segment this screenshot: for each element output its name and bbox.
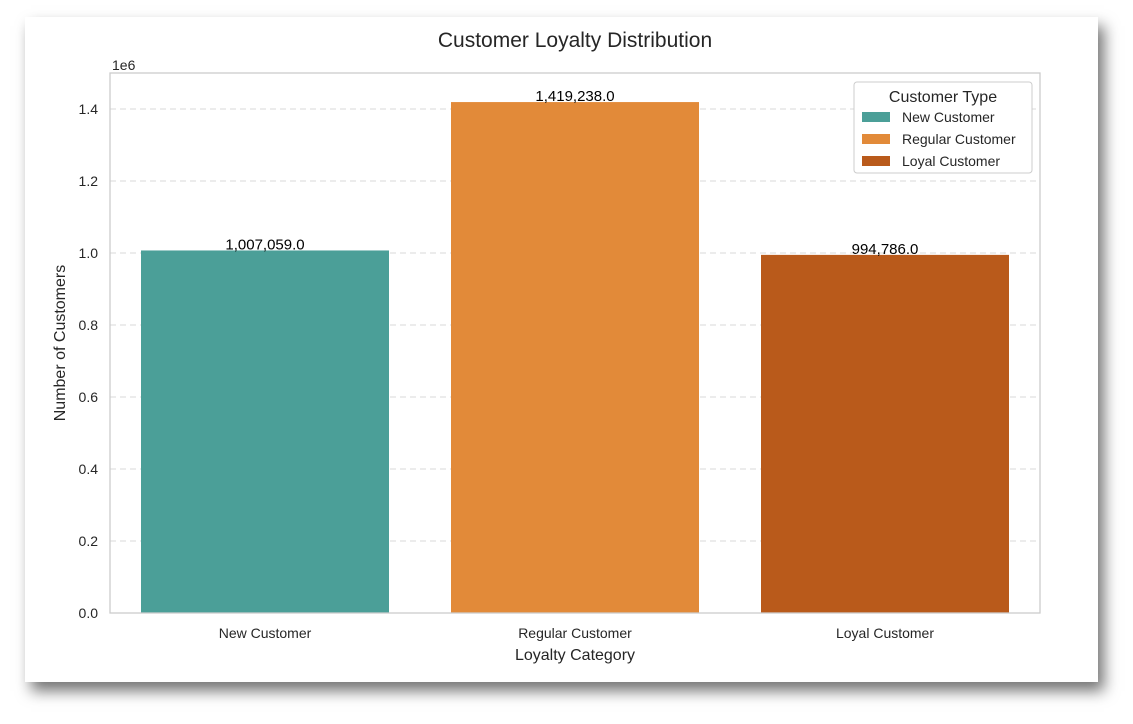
legend-entry-label: Loyal Customer [902,153,1000,169]
legend-entry-label: Regular Customer [902,131,1016,147]
x-axis-label: Loyalty Category [515,647,635,664]
legend-entry-label: New Customer [902,109,995,125]
y-axis-label: Number of Customers [52,265,69,422]
bar-value-label: 994,786.0 [852,241,919,258]
legend-box [853,81,1033,174]
y-tick-label: 0.6 [79,389,99,405]
bar-value-label: 1,419,238.0 [535,88,614,105]
legend-swatch [862,134,890,144]
bar-value-label: 1,007,059.0 [225,236,304,253]
y-tick-label: 1.4 [79,101,99,117]
y-tick-label: 0.8 [79,317,99,333]
x-tick-label: Loyal Customer [836,625,934,641]
y-tick-label: 1.0 [79,245,99,261]
chart-card: Customer Loyalty Distribution 1e6 1,007,… [25,17,1098,682]
chart-title: Customer Loyalty Distribution [438,29,712,52]
x-tick-label: New Customer [219,625,312,641]
bar [141,250,389,614]
y-tick-label: 1.2 [79,173,99,189]
y-tick-label: 0.4 [79,461,99,477]
x-tick-label: Regular Customer [518,625,632,641]
y-tick-label: 0.2 [79,533,99,549]
bar [451,102,699,614]
legend-swatch [862,156,890,166]
plot-frame [109,72,1041,614]
legend-title: Customer Type [889,89,997,106]
bar-value-labels: 1,007,059.0 1,419,238.0 994,786.0 [225,88,918,258]
x-axis-ticks: New Customer Regular Customer Loyal Custom… [219,625,935,641]
bar [761,254,1009,613]
legend: Customer Type New Customer Regular Custom… [853,81,1033,174]
y-axis-offset-label: 1e6 [112,57,136,73]
bar-chart: Customer Loyalty Distribution 1e6 1,007,… [52,29,1041,664]
legend-swatch [862,112,890,122]
bars-group [141,102,1009,614]
y-tick-label: 0.0 [79,605,99,621]
y-axis-ticks: 0.0 0.2 0.4 0.6 0.8 1.0 1.2 1.4 [79,101,99,621]
legend-items: New Customer Regular Customer Loyal Custom… [862,109,1016,169]
